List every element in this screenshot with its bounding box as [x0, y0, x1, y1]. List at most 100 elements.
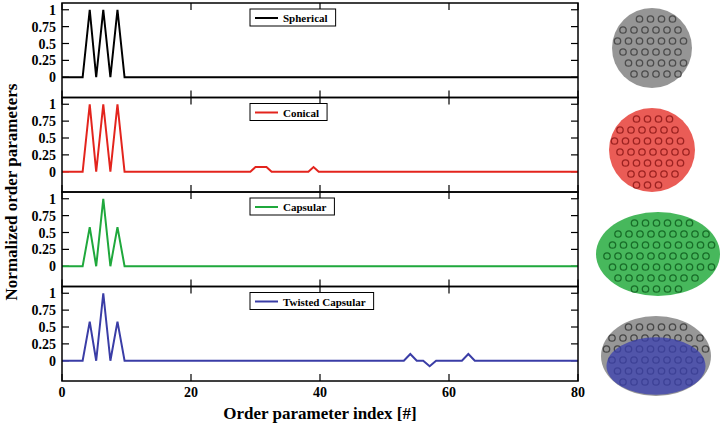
plot-area	[62, 104, 578, 172]
y-tick	[62, 60, 69, 61]
y-tick-label: 0.25	[32, 242, 57, 257]
plot-area	[62, 293, 578, 366]
y-tick-label: 0.5	[39, 131, 57, 146]
y-tick	[62, 293, 69, 294]
frame	[62, 287, 578, 382]
legend-label: Twisted Capsular	[283, 296, 366, 308]
x-tick	[448, 287, 449, 294]
y-tick-label: 1	[49, 192, 56, 207]
y-tick	[571, 104, 578, 105]
plot-area	[62, 10, 578, 78]
shape-image	[612, 8, 692, 88]
x-tick	[448, 3, 449, 10]
x-tick-label: 40	[313, 385, 327, 400]
y-tick	[571, 26, 578, 27]
y-tick	[571, 137, 578, 138]
y-axis-label: Normalized order parameters	[2, 83, 21, 300]
x-tick-label: 0	[59, 385, 66, 400]
x-tick-label: 80	[571, 385, 585, 400]
y-tick-label: 0.5	[39, 320, 57, 335]
x-tick	[448, 374, 449, 381]
y-tick-label: 0.5	[39, 37, 57, 52]
y-tick	[62, 137, 69, 138]
x-tick	[448, 185, 449, 192]
x-tick	[190, 280, 191, 287]
legend-swatch	[255, 206, 278, 208]
plot-area	[62, 199, 578, 267]
y-tick	[571, 232, 578, 233]
legend-swatch	[255, 17, 278, 19]
series-line	[62, 293, 578, 366]
y-tick-label: 0.25	[32, 148, 57, 163]
y-tick	[571, 310, 578, 311]
y-tick	[62, 343, 69, 344]
y-tick	[571, 343, 578, 344]
y-tick-label: 0.25	[32, 337, 57, 352]
y-tick-label: 0.75	[32, 20, 57, 35]
shape-image	[601, 316, 711, 396]
y-tick	[571, 121, 578, 122]
y-tick-label: 0.75	[32, 303, 57, 318]
series-line	[62, 104, 578, 172]
y-tick-label: 0	[49, 259, 56, 274]
legend-box	[250, 293, 374, 310]
legend: Conical	[250, 104, 327, 121]
x-tick	[319, 280, 320, 287]
y-tick-label: 0.25	[32, 53, 57, 68]
legend: Twisted Capsular	[250, 293, 374, 310]
x-tick	[190, 185, 191, 192]
shape-image	[596, 212, 720, 296]
x-tick	[190, 98, 191, 105]
y-tick	[571, 60, 578, 61]
y-tick	[62, 154, 69, 155]
y-tick	[571, 43, 578, 44]
y-tick	[571, 198, 578, 199]
legend-label: Capsular	[283, 201, 327, 213]
frame	[62, 98, 578, 193]
y-tick	[62, 326, 69, 327]
x-tick-label: 20	[184, 385, 198, 400]
legend-swatch	[255, 301, 278, 303]
x-tick	[190, 192, 191, 199]
y-tick	[62, 215, 69, 216]
x-tick	[448, 98, 449, 105]
panel: 00.250.50.751Spherical	[32, 3, 579, 98]
frame	[62, 192, 578, 287]
x-axis-label: Order parameter index [#]	[223, 404, 416, 423]
y-tick	[62, 198, 69, 199]
y-tick-label: 0	[49, 70, 56, 85]
series-line	[62, 10, 578, 78]
y-tick-label: 0.75	[32, 114, 57, 129]
x-tick	[190, 91, 191, 98]
y-tick	[571, 9, 578, 10]
y-tick	[62, 310, 69, 311]
y-tick	[571, 154, 578, 155]
y-tick-label: 0	[49, 354, 56, 369]
y-tick-label: 1	[49, 97, 56, 112]
y-tick-label: 0.75	[32, 209, 57, 224]
legend-box	[250, 9, 336, 26]
y-tick-label: 0	[49, 165, 56, 180]
y-tick	[62, 9, 69, 10]
panel: 0 0.250.5 0.75 1 Capsular	[32, 192, 579, 287]
panel: 0 0.25 0.5 0.75 1 0 20 40 60 80 Twisted Capsular	[32, 286, 586, 400]
y-tick	[62, 121, 69, 122]
x-tick	[190, 374, 191, 381]
x-tick-label: 60	[442, 385, 456, 400]
x-tick	[319, 185, 320, 192]
legend: Spherical	[250, 9, 336, 26]
x-tick	[319, 91, 320, 98]
figure: 00.250.50.751SphericalNormalized order p…	[0, 0, 728, 425]
y-tick	[62, 232, 69, 233]
y-tick-label: 0.5	[39, 226, 57, 241]
y-tick	[62, 43, 69, 44]
legend-box	[250, 104, 327, 121]
y-tick-label: 1	[49, 286, 56, 301]
x-tick	[190, 3, 191, 10]
frame	[62, 3, 578, 98]
series-line	[62, 199, 578, 267]
x-tick	[448, 91, 449, 98]
legend-swatch	[255, 112, 278, 114]
y-tick	[571, 215, 578, 216]
x-tick	[448, 280, 449, 287]
